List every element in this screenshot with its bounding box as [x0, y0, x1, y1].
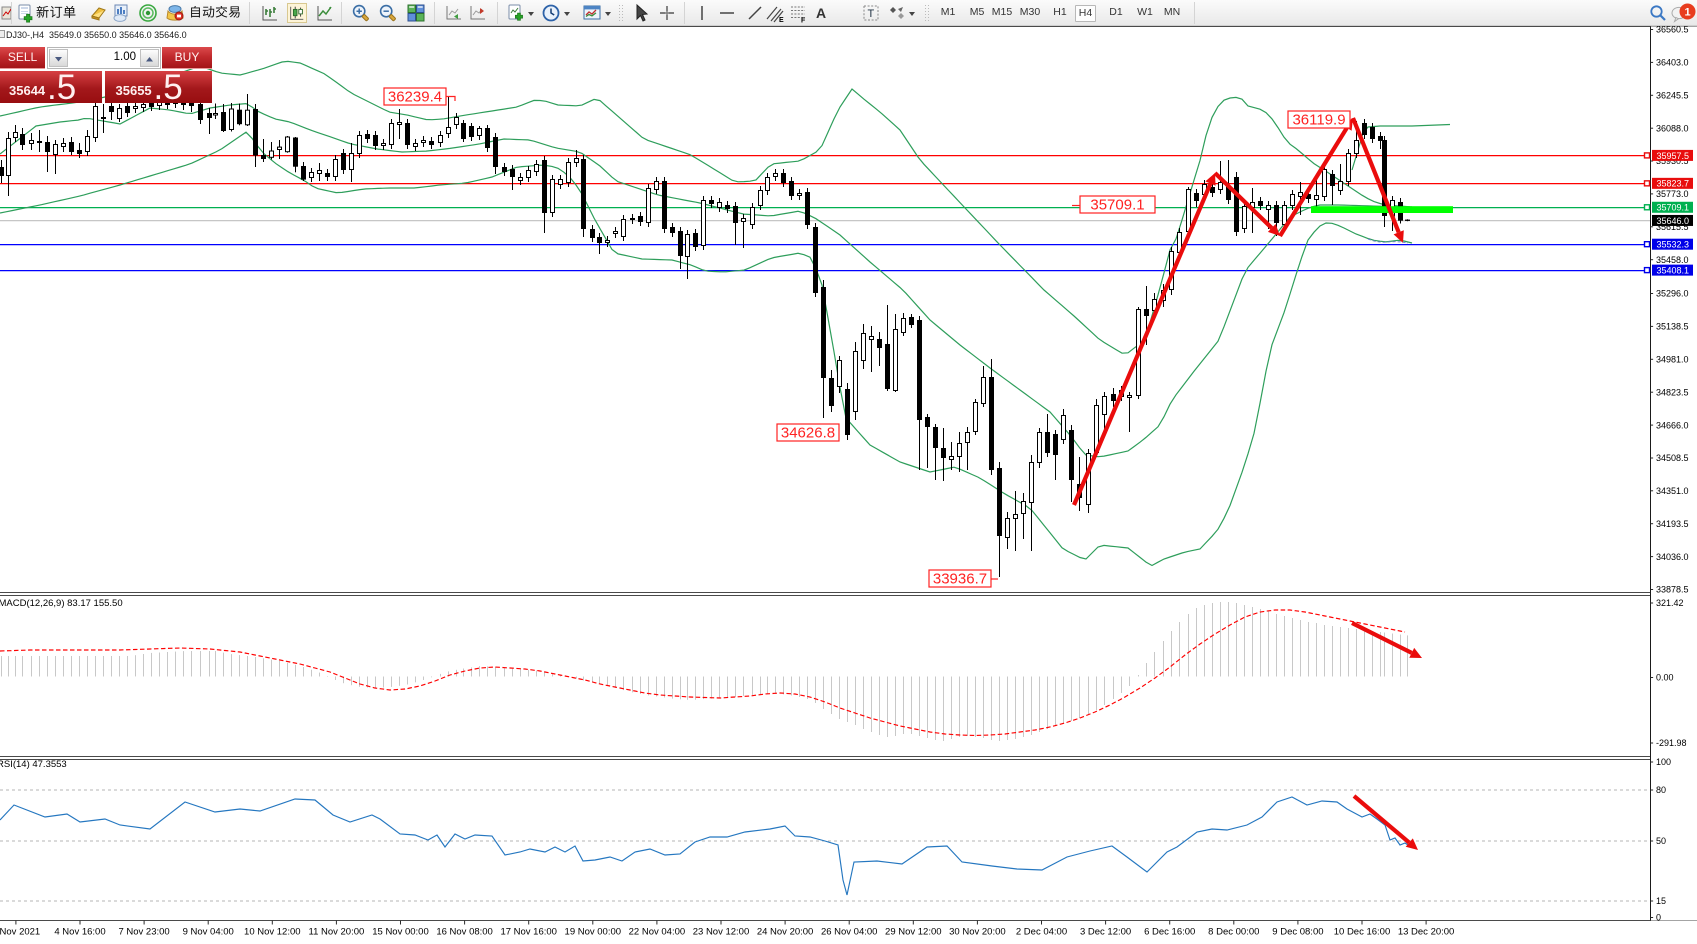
- svg-text:19 Nov 00:00: 19 Nov 00:00: [565, 927, 622, 938]
- svg-text:T: T: [868, 8, 875, 20]
- svg-text:35532.3: 35532.3: [1657, 240, 1690, 250]
- svg-text:35823.7: 35823.7: [1657, 179, 1690, 189]
- svg-text:34508.5: 34508.5: [1656, 453, 1689, 463]
- svg-text:100: 100: [1656, 757, 1671, 767]
- svg-text:50: 50: [1656, 836, 1666, 846]
- svg-text:36245.5: 36245.5: [1656, 91, 1689, 101]
- svg-text:8 Dec 00:00: 8 Dec 00:00: [1208, 927, 1259, 938]
- svg-text:11 Nov 20:00: 11 Nov 20:00: [308, 927, 364, 938]
- svg-text:80: 80: [1656, 785, 1666, 795]
- svg-text:7 Nov 23:00: 7 Nov 23:00: [118, 927, 169, 938]
- svg-text:4 Nov 16:00: 4 Nov 16:00: [54, 927, 105, 938]
- svg-text:35709.1: 35709.1: [1657, 203, 1690, 213]
- svg-text:16 Nov 08:00: 16 Nov 08:00: [436, 927, 493, 938]
- svg-text:36560.5: 36560.5: [1656, 25, 1689, 35]
- svg-text:36119.9: 36119.9: [1292, 112, 1345, 129]
- svg-text:2 Dec 04:00: 2 Dec 04:00: [1016, 927, 1067, 938]
- svg-text:MACD(12,26,9) 83.17 155.50: MACD(12,26,9) 83.17 155.50: [0, 598, 123, 609]
- svg-text:34666.0: 34666.0: [1656, 420, 1689, 430]
- svg-text:35773.0: 35773.0: [1656, 189, 1689, 199]
- svg-text:321.42: 321.42: [1656, 598, 1684, 608]
- svg-text:34036.0: 34036.0: [1656, 552, 1689, 562]
- svg-text:9 Dec 08:00: 9 Dec 08:00: [1272, 927, 1323, 938]
- svg-text:35646.0: 35646.0: [1657, 216, 1690, 226]
- svg-text:10 Nov 12:00: 10 Nov 12:00: [244, 927, 301, 938]
- svg-text:33936.7: 33936.7: [933, 571, 987, 588]
- svg-text:23 Nov 12:00: 23 Nov 12:00: [693, 927, 750, 938]
- svg-text:34626.8: 34626.8: [781, 425, 835, 442]
- svg-text:15 Nov 00:00: 15 Nov 00:00: [372, 927, 429, 938]
- svg-text:10 Dec 16:00: 10 Dec 16:00: [1334, 927, 1391, 938]
- svg-text:3 Nov 2021: 3 Nov 2021: [0, 927, 40, 938]
- svg-text:0.00: 0.00: [1656, 673, 1674, 683]
- svg-text:24 Nov 20:00: 24 Nov 20:00: [757, 927, 814, 938]
- svg-text:0: 0: [1656, 913, 1661, 923]
- svg-text:17 Nov 16:00: 17 Nov 16:00: [500, 927, 557, 938]
- svg-text:15: 15: [1656, 896, 1666, 906]
- svg-text:22 Nov 04:00: 22 Nov 04:00: [629, 927, 686, 938]
- svg-text:6 Dec 16:00: 6 Dec 16:00: [1144, 927, 1195, 938]
- svg-text:36403.0: 36403.0: [1656, 58, 1689, 68]
- svg-text:36088.0: 36088.0: [1656, 123, 1689, 133]
- svg-text:35458.0: 35458.0: [1656, 255, 1689, 265]
- svg-text:29 Nov 12:00: 29 Nov 12:00: [885, 927, 942, 938]
- svg-text:RSI(14) 47.3553: RSI(14) 47.3553: [0, 759, 67, 770]
- svg-text:9 Nov 04:00: 9 Nov 04:00: [183, 927, 234, 938]
- svg-text:36239.4: 36239.4: [388, 89, 442, 106]
- svg-text:35957.5: 35957.5: [1657, 151, 1690, 161]
- svg-text:-291.98: -291.98: [1656, 738, 1687, 748]
- svg-text:34981.0: 34981.0: [1656, 355, 1689, 365]
- svg-text:34823.5: 34823.5: [1656, 387, 1689, 397]
- svg-text:F: F: [801, 18, 806, 24]
- svg-text:3 Dec 12:00: 3 Dec 12:00: [1080, 927, 1131, 938]
- svg-text:1: 1: [1684, 7, 1690, 19]
- svg-text:34193.5: 34193.5: [1656, 519, 1689, 529]
- svg-text:26 Nov 04:00: 26 Nov 04:00: [821, 927, 878, 938]
- svg-text:30 Nov 20:00: 30 Nov 20:00: [949, 927, 1006, 938]
- svg-text:34351.0: 34351.0: [1656, 486, 1689, 496]
- svg-text:E: E: [779, 17, 784, 23]
- svg-text:35408.1: 35408.1: [1657, 266, 1690, 276]
- svg-text:35709.1: 35709.1: [1090, 197, 1144, 214]
- svg-text:13 Dec 20:00: 13 Dec 20:00: [1398, 927, 1455, 938]
- svg-text:35296.0: 35296.0: [1656, 289, 1689, 299]
- svg-text:35138.5: 35138.5: [1656, 322, 1689, 332]
- svg-text:33878.5: 33878.5: [1656, 585, 1689, 595]
